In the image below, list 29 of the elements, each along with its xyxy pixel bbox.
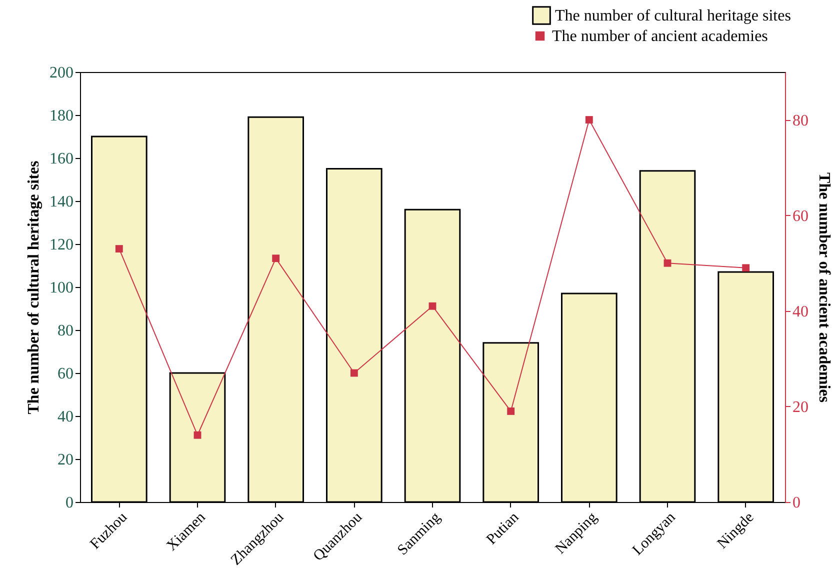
point <box>507 408 515 415</box>
y-tick-label: 20 <box>58 452 74 468</box>
y-tick-label: 60 <box>58 366 74 382</box>
point <box>272 254 280 262</box>
point <box>350 369 358 377</box>
y2-tick-label: 40 <box>792 303 808 320</box>
point <box>742 264 750 272</box>
point <box>115 245 123 252</box>
y2-tick-label: 0 <box>792 494 800 512</box>
point <box>585 116 593 124</box>
y-tick-label: 100 <box>50 280 74 296</box>
legend-label: The number of cultural heritage sites <box>555 8 791 24</box>
y-tick-label: 180 <box>50 108 74 124</box>
point <box>664 259 672 267</box>
y2-tick-label: 80 <box>792 112 808 130</box>
y-tick-label: 140 <box>50 194 74 210</box>
point <box>194 431 202 439</box>
point <box>428 302 436 310</box>
y2-tick-label: 60 <box>792 208 808 225</box>
legend-label: The number of ancient academies <box>552 28 768 45</box>
y2-tick-label: 20 <box>792 398 808 416</box>
y-tick-label: 120 <box>50 236 74 254</box>
y-tick-label: 80 <box>58 322 74 340</box>
y-tick-label: 200 <box>50 64 74 82</box>
y2-axis-title: The number of ancient academies <box>816 172 832 402</box>
y-tick-label: 40 <box>58 408 74 426</box>
y-tick-label: 0 <box>66 494 74 512</box>
y-tick-label: 160 <box>50 150 74 168</box>
y-axis-title: The number of cultural heritage sites <box>26 160 42 414</box>
